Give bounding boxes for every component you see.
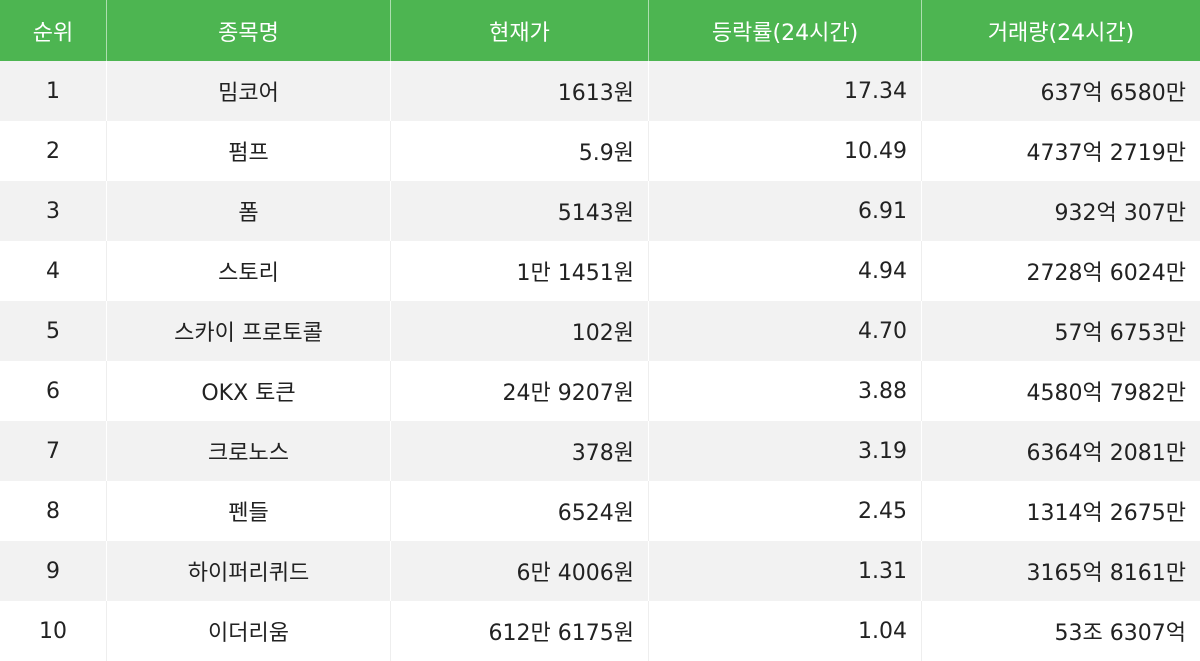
table-body: 1 밈코어 1613원 17.34 637억 6580만 2 펌프 5.9원 10.49 4737… <box>0 61 1200 661</box>
volume-cell: 4580억 7982만 <box>1026 381 1186 406</box>
rank-cell: 2 <box>0 121 107 181</box>
change-rate-cell: 17.34 <box>649 61 922 121</box>
table-row[interactable]: 4 스토리 1만 1451원 4.94 2728억 6024만 <box>0 241 1200 301</box>
change-rate-cell: 4.94 <box>649 241 922 301</box>
header-change-24h[interactable]: 등락률(24시간) <box>649 0 922 61</box>
rank-cell: 10 <box>0 601 107 661</box>
coin-name-cell: 이더리움 <box>107 601 391 661</box>
header-rank[interactable]: 순위 <box>0 0 107 61</box>
table-row[interactable]: 3 폼 5143원 6.91 932억 307만 <box>0 181 1200 241</box>
coin-name-cell: 밈코어 <box>107 61 391 121</box>
change-rate-cell: 1.31 <box>649 541 922 601</box>
table-header-row: 순위 종목명 현재가 등락률(24시간) 거래량(24시간) <box>0 0 1200 61</box>
table-row[interactable]: 8 펜들 6524원 2.45 1314억 2675만 <box>0 481 1200 541</box>
coin-name-cell: OKX 토큰 <box>107 361 391 421</box>
rank-cell: 8 <box>0 481 107 541</box>
change-rate-cell: 4.70 <box>649 301 922 361</box>
coin-name-cell: 하이퍼리퀴드 <box>107 541 391 601</box>
price-cell: 5143원 <box>391 181 649 241</box>
rank-cell: 1 <box>0 61 107 121</box>
coin-name-cell: 펌프 <box>107 121 391 181</box>
header-name[interactable]: 종목명 <box>107 0 391 61</box>
table-row[interactable]: 5 스카이 프로토콜 102원 4.70 57억 6753만 <box>0 301 1200 361</box>
table-row[interactable]: 10 이더리움 612만 6175원 1.04 53조 6307억 <box>0 601 1200 661</box>
rank-cell: 5 <box>0 301 107 361</box>
price-cell: 6만 4006원 <box>391 541 649 601</box>
volume-cell: 932억 307만 <box>1054 201 1186 226</box>
price-cell: 1613원 <box>391 61 649 121</box>
volume-cell: 57억 6753만 <box>1054 321 1186 346</box>
price-cell: 102원 <box>391 301 649 361</box>
volume-cell: 2728억 6024만 <box>1026 261 1186 286</box>
volume-cell: 4737억 2719만 <box>1026 141 1186 166</box>
table-row[interactable]: 6 OKX 토큰 24만 9207원 3.88 4580억 7982만 <box>0 361 1200 421</box>
volume-cell: 1314억 2675만 <box>1026 501 1186 526</box>
volume-cell: 53조 6307억 <box>1054 621 1186 646</box>
table-row[interactable]: 7 크로노스 378원 3.19 6364억 2081만 <box>0 421 1200 481</box>
coin-name-cell: 크로노스 <box>107 421 391 481</box>
change-rate-cell: 2.45 <box>649 481 922 541</box>
price-cell: 6524원 <box>391 481 649 541</box>
table-row[interactable]: 1 밈코어 1613원 17.34 637억 6580만 <box>0 61 1200 121</box>
change-rate-cell: 6.91 <box>649 181 922 241</box>
rank-cell: 9 <box>0 541 107 601</box>
change-rate-cell: 10.49 <box>649 121 922 181</box>
table-row[interactable]: 9 하이퍼리퀴드 6만 4006원 1.31 3165억 8161만 <box>0 541 1200 601</box>
rank-cell: 4 <box>0 241 107 301</box>
price-cell: 378원 <box>391 421 649 481</box>
change-rate-cell: 1.04 <box>649 601 922 661</box>
price-cell: 1만 1451원 <box>391 241 649 301</box>
header-price[interactable]: 현재가 <box>391 0 649 61</box>
price-cell: 612만 6175원 <box>391 601 649 661</box>
rank-cell: 3 <box>0 181 107 241</box>
header-volume-24h[interactable]: 거래량(24시간) <box>987 20 1135 46</box>
coin-name-cell: 스카이 프로토콜 <box>107 301 391 361</box>
price-cell: 5.9원 <box>391 121 649 181</box>
coin-name-cell: 스토리 <box>107 241 391 301</box>
rank-cell: 7 <box>0 421 107 481</box>
rank-cell: 6 <box>0 361 107 421</box>
change-rate-cell: 3.19 <box>649 421 922 481</box>
volume-cell: 3165억 8161만 <box>1026 561 1186 586</box>
price-cell: 24만 9207원 <box>391 361 649 421</box>
table-row[interactable]: 2 펌프 5.9원 10.49 4737억 2719만 <box>0 121 1200 181</box>
volume-cell: 637억 6580만 <box>1040 81 1186 106</box>
volume-cell: 6364억 2081만 <box>1026 441 1186 466</box>
coin-name-cell: 폼 <box>107 181 391 241</box>
change-rate-cell: 3.88 <box>649 361 922 421</box>
coin-name-cell: 펜들 <box>107 481 391 541</box>
